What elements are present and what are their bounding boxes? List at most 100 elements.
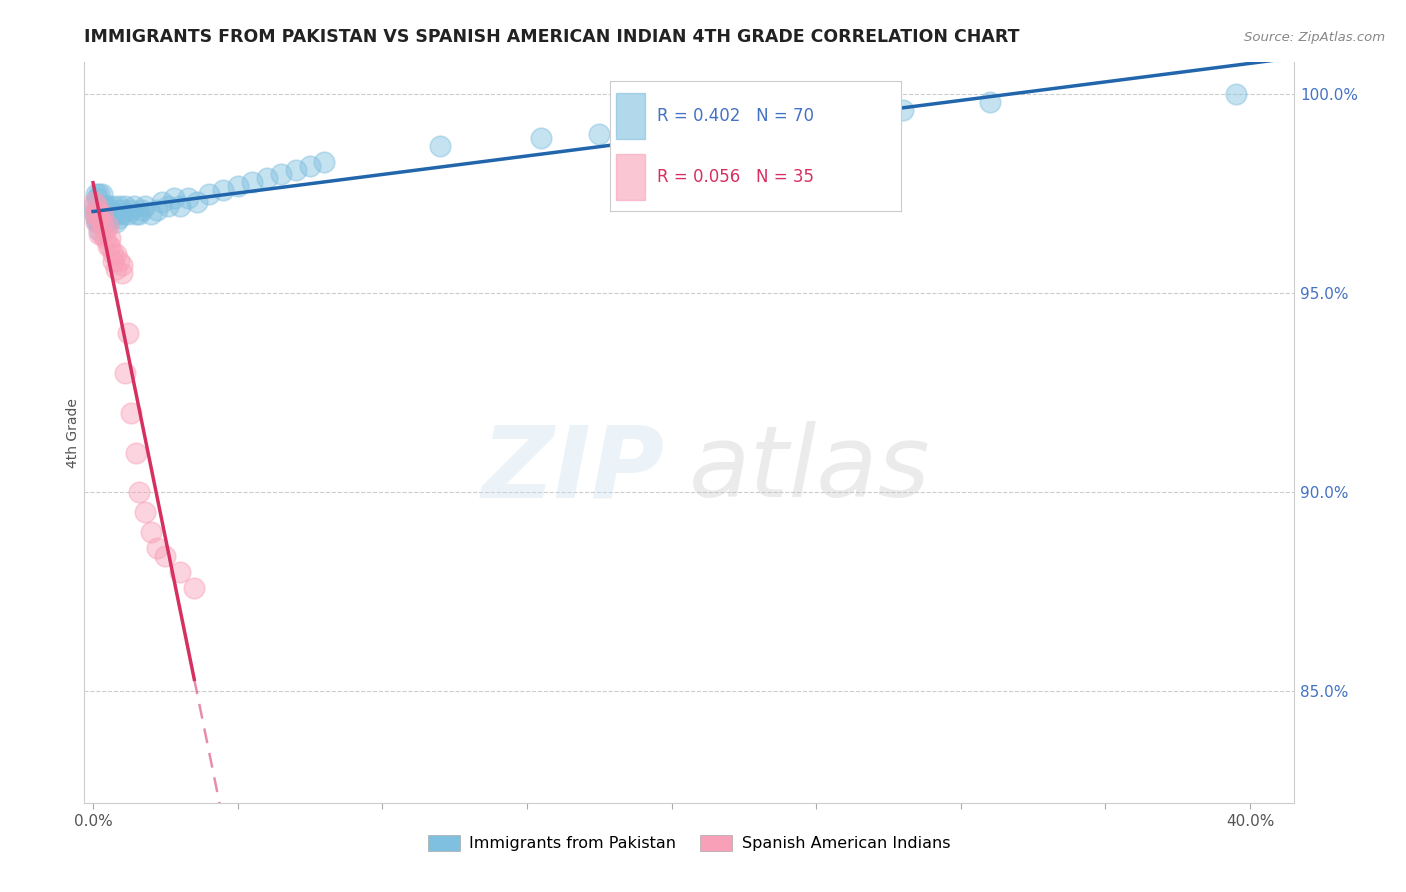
Point <box>979 95 1001 110</box>
Point <box>152 194 174 209</box>
Point <box>87 214 110 228</box>
Point <box>157 199 180 213</box>
Point <box>177 191 200 205</box>
Point <box>145 541 167 555</box>
Point <box>84 186 107 201</box>
Point <box>89 211 111 225</box>
Point <box>891 103 914 118</box>
Point <box>212 183 235 197</box>
Point <box>139 525 162 540</box>
Point <box>125 207 148 221</box>
Text: ZIP: ZIP <box>482 421 665 518</box>
Point <box>314 155 336 169</box>
Point <box>93 222 115 236</box>
Point <box>120 406 142 420</box>
Point <box>100 211 122 225</box>
Point <box>226 178 249 193</box>
Legend: Immigrants from Pakistan, Spanish American Indians: Immigrants from Pakistan, Spanish Americ… <box>422 829 956 858</box>
Point <box>169 199 191 213</box>
Point <box>1225 87 1247 102</box>
Point <box>84 214 107 228</box>
Point <box>84 207 107 221</box>
Point <box>163 191 186 205</box>
Point <box>114 199 136 213</box>
Point <box>96 199 118 213</box>
Point <box>117 326 139 340</box>
Point <box>96 219 118 233</box>
Point <box>89 222 111 236</box>
Point <box>96 238 118 252</box>
Text: atlas: atlas <box>689 421 931 518</box>
Point <box>429 139 451 153</box>
Point <box>117 207 139 221</box>
Point <box>84 207 107 221</box>
Point <box>105 262 128 277</box>
Point <box>122 199 145 213</box>
Point <box>87 207 110 221</box>
Point <box>111 207 134 221</box>
Point <box>108 211 131 225</box>
Point <box>131 202 153 217</box>
Point <box>125 445 148 459</box>
Point <box>183 581 205 595</box>
Point <box>87 199 110 213</box>
Point <box>108 199 131 213</box>
Point <box>87 227 110 241</box>
Point <box>186 194 208 209</box>
Point <box>134 199 156 213</box>
Point <box>93 202 115 217</box>
Point <box>530 131 553 145</box>
Point <box>86 191 108 205</box>
Point <box>111 202 134 217</box>
Point <box>120 202 142 217</box>
Point <box>197 186 219 201</box>
Point <box>90 214 112 228</box>
Point <box>93 199 115 213</box>
Point <box>588 127 610 141</box>
Point <box>83 199 105 213</box>
Point <box>100 238 122 252</box>
Point <box>240 175 263 189</box>
Point <box>256 170 278 185</box>
Point <box>298 159 321 173</box>
Point <box>776 111 799 125</box>
Point <box>90 207 112 221</box>
Point <box>134 505 156 519</box>
Point <box>93 211 115 225</box>
Y-axis label: 4th Grade: 4th Grade <box>66 398 80 467</box>
Point <box>103 207 125 221</box>
Point <box>155 549 177 563</box>
Point <box>270 167 292 181</box>
Point <box>169 565 191 579</box>
Point <box>84 211 107 225</box>
Point <box>90 227 112 241</box>
Point <box>128 485 150 500</box>
Point <box>105 246 128 260</box>
Point <box>114 366 136 380</box>
Point <box>834 107 856 121</box>
Point <box>91 207 114 221</box>
Point <box>96 207 118 221</box>
Text: Source: ZipAtlas.com: Source: ZipAtlas.com <box>1244 31 1385 45</box>
Point <box>103 254 125 268</box>
Point <box>108 254 131 268</box>
Point <box>111 259 134 273</box>
Text: IMMIGRANTS FROM PAKISTAN VS SPANISH AMERICAN INDIAN 4TH GRADE CORRELATION CHART: IMMIGRANTS FROM PAKISTAN VS SPANISH AMER… <box>84 28 1019 45</box>
Point <box>103 199 125 213</box>
Point <box>87 207 110 221</box>
Point <box>90 186 112 201</box>
Point <box>128 207 150 221</box>
Point <box>100 230 122 244</box>
Point <box>111 267 134 281</box>
Point <box>90 199 112 213</box>
Point <box>103 246 125 260</box>
Point <box>100 202 122 217</box>
Point <box>284 162 307 177</box>
Point <box>96 214 118 228</box>
Point <box>87 211 110 225</box>
Point <box>93 214 115 228</box>
Point <box>86 214 108 228</box>
Point <box>86 202 108 217</box>
Point <box>84 202 107 217</box>
Point <box>90 214 112 228</box>
